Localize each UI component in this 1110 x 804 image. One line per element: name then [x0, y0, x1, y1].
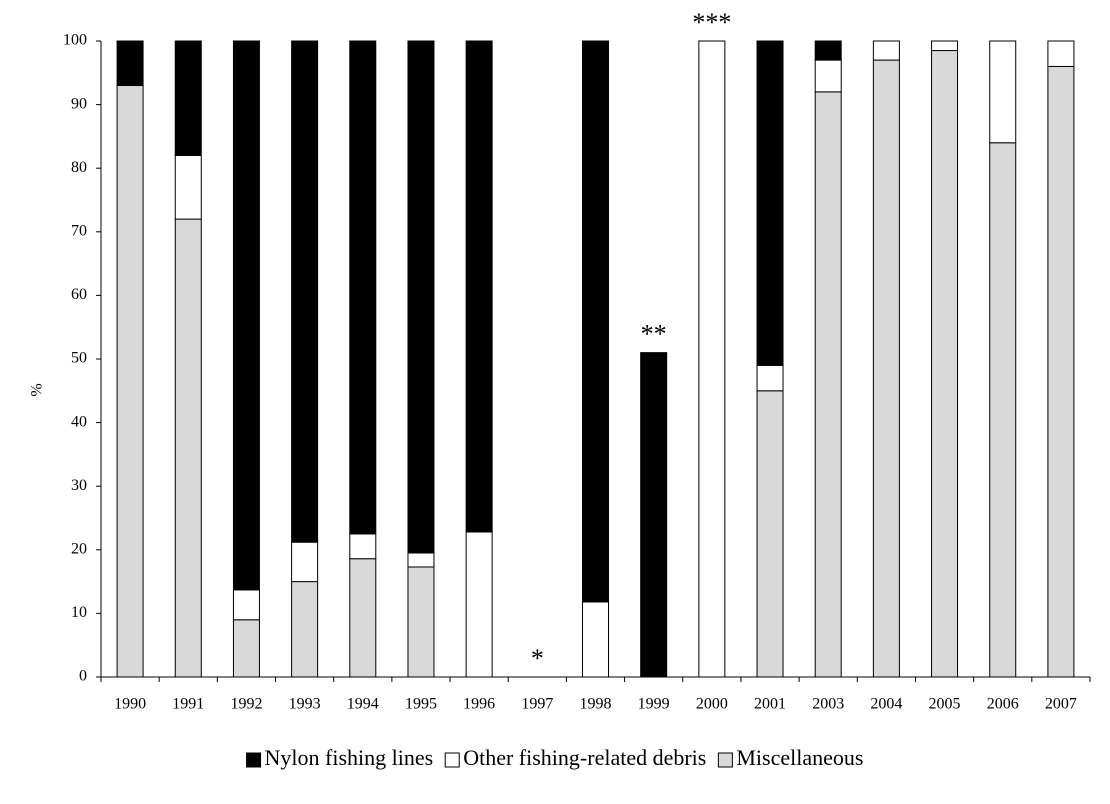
annotation: *	[531, 644, 544, 673]
x-tick-label: 2005	[929, 696, 961, 713]
y-tick-label: 60	[71, 286, 87, 303]
bar-segment	[232, 619, 260, 678]
annotation: ***	[692, 8, 731, 37]
y-tick-label: 80	[71, 159, 87, 176]
bar-segment	[291, 581, 319, 678]
bar-segment	[640, 352, 668, 678]
legend-label: Other fishing-related debris	[463, 745, 706, 770]
bar-segment	[756, 40, 784, 366]
bar-segment	[465, 531, 493, 678]
x-tick-label: 2003	[812, 696, 844, 713]
y-tick-label: 0	[79, 668, 87, 685]
legend-swatch	[444, 752, 460, 768]
x-tick-label: 2001	[754, 696, 786, 713]
y-tick-label: 50	[71, 350, 87, 367]
bar-segment	[698, 40, 726, 678]
x-tick-label: 2007	[1045, 696, 1077, 713]
annotation: **	[641, 320, 667, 349]
x-tick-label: 1999	[638, 696, 670, 713]
bar-segment	[582, 601, 609, 678]
bar-segment	[1047, 65, 1075, 678]
x-tick-label: 1992	[230, 696, 262, 713]
bar-segment	[756, 364, 784, 392]
y-tick-label: 90	[71, 95, 87, 112]
bar-segment	[407, 40, 435, 554]
legend-label: Miscellaneous	[736, 745, 863, 770]
bar-segment	[872, 59, 900, 678]
x-tick-label: 1990	[114, 696, 146, 713]
bar-segment	[931, 50, 959, 678]
bar-segment	[232, 40, 260, 591]
bar-segment	[174, 154, 202, 220]
y-tick-label: 30	[71, 477, 87, 494]
y-tick-label: 40	[71, 413, 87, 430]
bar-segment	[814, 40, 842, 61]
bar-segment	[931, 40, 959, 52]
bar-segment	[291, 541, 319, 583]
y-tick-label: 20	[71, 540, 87, 557]
x-tick-label: 2000	[696, 696, 728, 713]
bar-segment	[407, 552, 435, 568]
bar-segment	[756, 390, 784, 678]
x-tick-label: 2006	[987, 696, 1019, 713]
legend-swatch	[246, 752, 262, 768]
x-tick-label: 1996	[463, 696, 495, 713]
y-tick-label: 100	[63, 32, 87, 49]
bar-segment	[349, 40, 377, 535]
bar-segment	[407, 566, 435, 678]
legend-label: Nylon fishing lines	[265, 745, 434, 770]
bar-segment	[814, 59, 842, 93]
bar-segment	[174, 40, 202, 156]
bar-segment	[349, 558, 377, 678]
bar-segment	[989, 142, 1017, 678]
x-tick-label: 1997	[521, 696, 553, 713]
bar-segment	[989, 40, 1017, 144]
x-tick-label: 2004	[870, 696, 902, 713]
x-tick-label: 1998	[580, 696, 612, 713]
bar-segment	[1047, 40, 1075, 67]
bar-segment	[814, 91, 842, 678]
bar-segment	[291, 40, 319, 543]
x-tick-label: 1993	[289, 696, 321, 713]
y-tick-label: 10	[71, 604, 87, 621]
bar-segment	[116, 85, 144, 678]
bar-segment	[232, 589, 260, 621]
y-tick-label: 70	[71, 222, 87, 239]
bar-segment	[174, 218, 202, 678]
x-tick-label: 1994	[347, 696, 379, 713]
x-tick-label: 1991	[172, 696, 204, 713]
bar-segment	[582, 40, 609, 603]
bar-segment	[116, 40, 144, 87]
legend-swatch	[717, 752, 733, 768]
bar-segment	[465, 40, 493, 533]
bar-segment	[872, 40, 900, 61]
bar-segment	[349, 533, 377, 560]
x-tick-label: 1995	[405, 696, 437, 713]
y-axis-label: %	[29, 383, 46, 396]
